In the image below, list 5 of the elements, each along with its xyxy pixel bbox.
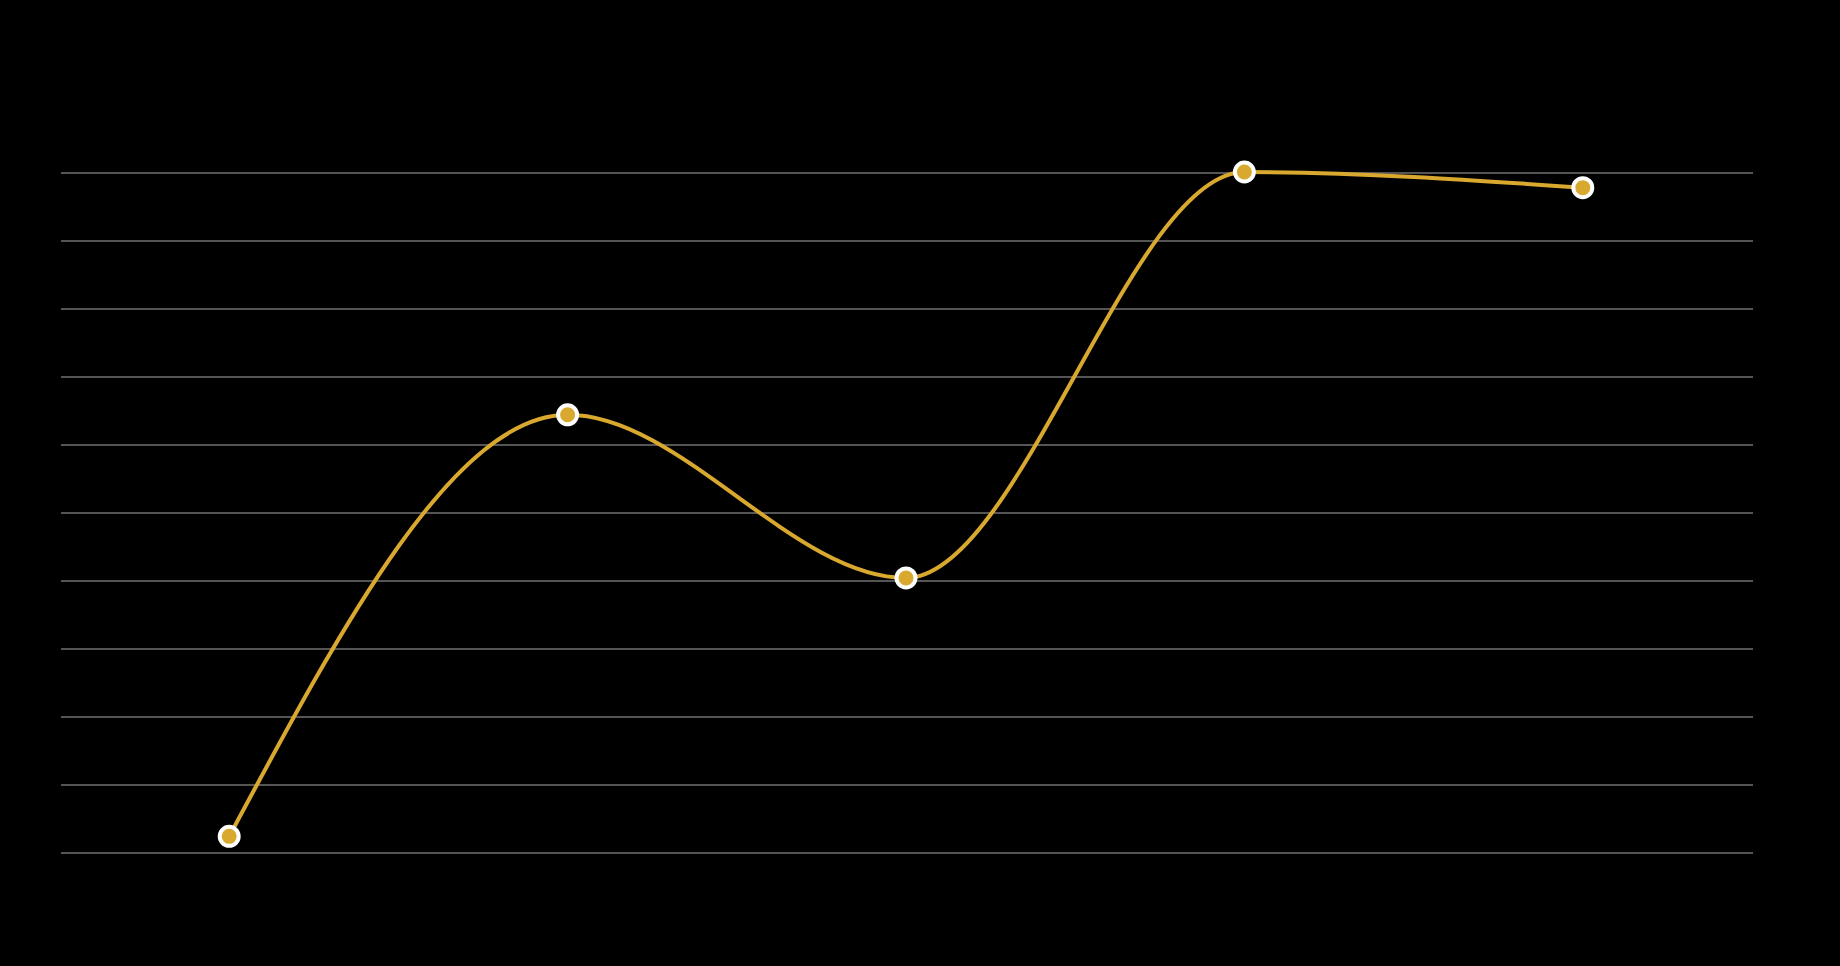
- point: [894, 566, 918, 590]
- point: [217, 824, 241, 848]
- point: [556, 403, 580, 427]
- point: [1232, 160, 1256, 184]
- point: [1571, 176, 1595, 200]
